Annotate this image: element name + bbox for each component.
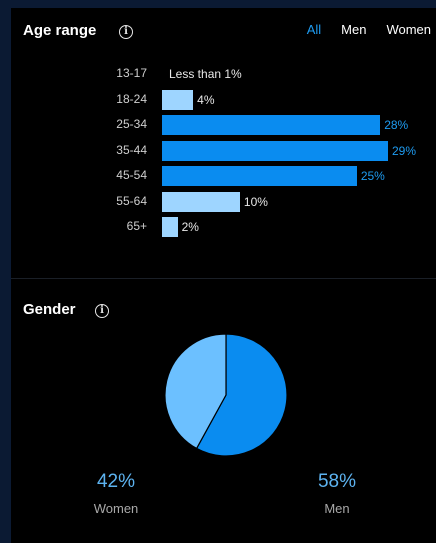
- age-bar-value: 4%: [197, 92, 215, 107]
- age-bar-value: 2%: [181, 220, 199, 234]
- gender-pie-chart: [164, 333, 288, 457]
- gender-filter-tabs: All Men Women: [307, 22, 431, 37]
- age-category-label: 13-17: [116, 66, 147, 80]
- age-bar: [162, 89, 194, 110]
- age-bar: [162, 115, 381, 135]
- info-icon[interactable]: i: [119, 25, 133, 39]
- age-bar-value: 28%: [384, 118, 409, 132]
- demographics-panel: Age range i All Men Women 13-17 Less than…: [11, 8, 436, 543]
- filter-all[interactable]: All: [306, 22, 322, 37]
- gender-section: Gender i 42% Women 58% Men: [11, 279, 436, 543]
- age-category-label: 18-24: [116, 91, 147, 106]
- gender-title: Gender: [23, 301, 76, 318]
- age-category-label: 45-54: [116, 168, 147, 182]
- men-label: Men: [324, 501, 350, 516]
- age-range-section: Age range i All Men Women 13-17 Less than…: [11, 8, 436, 278]
- filter-women[interactable]: Women: [386, 22, 431, 37]
- age-category-label: 55-64: [116, 193, 147, 208]
- age-bar-value: Less than 1%: [169, 67, 242, 81]
- age-bar-value: 25%: [360, 169, 385, 183]
- age-range-title: Age range: [23, 22, 97, 39]
- men-percentage: 58%: [317, 471, 357, 492]
- women-percentage: 42%: [96, 471, 136, 492]
- pie-slice-women: [164, 333, 227, 450]
- age-bar-value: 29%: [392, 143, 417, 158]
- women-label: Women: [93, 501, 139, 516]
- filter-men[interactable]: Men: [341, 22, 367, 37]
- age-bar: [162, 191, 240, 212]
- section-divider: [11, 278, 436, 279]
- age-bar: [162, 217, 178, 237]
- info-icon[interactable]: i: [95, 304, 109, 318]
- age-category-label: 65+: [126, 219, 147, 233]
- age-category-label: 35-44: [116, 142, 147, 157]
- pie-slice-men: [195, 333, 288, 457]
- age-bar: [162, 166, 357, 186]
- age-bar-value: 10%: [243, 194, 268, 209]
- age-category-label: 25-34: [116, 117, 147, 131]
- age-bar: [162, 140, 388, 161]
